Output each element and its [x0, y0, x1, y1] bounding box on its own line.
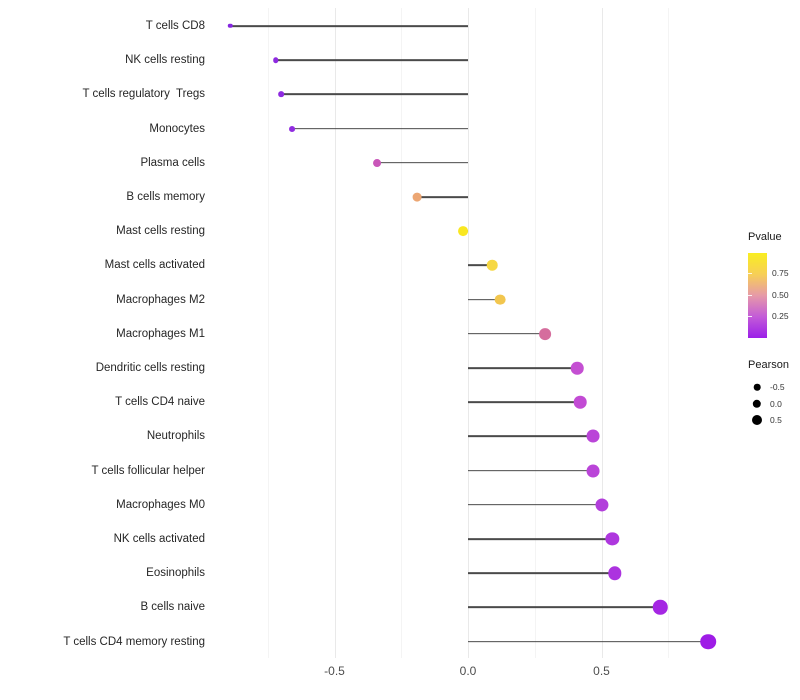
pvalue-colorbar-tick [748, 272, 752, 274]
lollipop-stem [468, 503, 602, 506]
lollipop-dot [228, 23, 233, 29]
lollipop-stem [275, 59, 468, 62]
lollipop-dot [412, 192, 422, 202]
lollipop-stem [468, 538, 613, 540]
category-label: T cells regulatory Tregs [82, 88, 205, 101]
lollipop-stem [377, 161, 468, 164]
pearson-size-label: 0.0 [770, 398, 782, 409]
category-label: Macrophages M0 [116, 498, 205, 511]
category-label: T cells follicular helper [91, 464, 205, 477]
lollipop-stem [468, 401, 581, 404]
lollipop-stem [468, 606, 661, 609]
gridline-minor [267, 8, 269, 658]
lollipop-dot [587, 464, 600, 478]
lollipop-dot [605, 532, 619, 546]
pearson-size-dot [753, 383, 761, 391]
lollipop-stem [417, 196, 468, 198]
pearson-size-label: 0.5 [770, 415, 782, 426]
lollipop-stem [230, 25, 468, 27]
category-label: B cells memory [126, 191, 205, 203]
pvalue-legend-title: Pvalue [748, 231, 782, 243]
category-label: Plasma cells [140, 156, 205, 169]
lollipop-dot [288, 125, 295, 132]
lollipop-stem [468, 332, 546, 335]
category-label: T cells CD8 [145, 20, 205, 32]
category-label: Macrophages M1 [116, 327, 205, 340]
x-axis-tick-label: -0.5 [324, 664, 345, 678]
lollipop-dot [608, 566, 622, 580]
lollipop-dot [373, 158, 382, 167]
category-label: Monocytes [149, 122, 205, 135]
category-label: T cells CD4 naive [115, 396, 205, 409]
lollipop-dot [486, 260, 498, 271]
pvalue-tick-label: 0.75 [772, 267, 789, 278]
lollipop-stem [468, 367, 578, 369]
lollipop-dot [571, 361, 584, 375]
category-label: Macrophages M2 [116, 293, 205, 306]
category-label: NK cells activated [113, 533, 205, 545]
pvalue-colorbar [748, 253, 767, 338]
category-label: T cells CD4 memory resting [63, 635, 205, 648]
category-label: Mast cells activated [104, 259, 205, 272]
category-label: Mast cells resting [116, 225, 205, 238]
pvalue-tick-label: 0.50 [772, 289, 789, 300]
lollipop-dot [587, 429, 600, 443]
pearson-size-dot [752, 399, 762, 408]
pvalue-colorbar-tick [748, 294, 752, 296]
lollipop-stem [468, 640, 709, 643]
category-label: Eosinophils [146, 567, 205, 580]
pearson-size-dot [752, 415, 762, 426]
pearson-size-label: -0.5 [770, 382, 785, 392]
x-axis-tick-label: 0.5 [593, 664, 610, 678]
category-label: B cells naive [140, 601, 205, 614]
x-axis-tick-label: 0.0 [459, 664, 477, 678]
lollipop-dot [653, 600, 668, 615]
gridline-minor [668, 8, 670, 658]
gridline-major [334, 8, 336, 658]
lollipop-stem [468, 469, 594, 472]
lollipop-stem [468, 572, 615, 575]
category-label: Neutrophils [146, 430, 205, 443]
pvalue-tick-label: 0.25 [772, 310, 789, 321]
lollipop-stem [468, 298, 501, 301]
lollipop-dot [700, 633, 717, 650]
lollipop-dot [457, 226, 468, 237]
lollipop-stem [468, 264, 493, 267]
lollipop-dot [494, 294, 506, 305]
lollipop-dot [594, 498, 609, 512]
lollipop-stem [468, 435, 594, 438]
lollipop-dot [539, 327, 552, 340]
lollipop-stem [291, 127, 468, 130]
pearson-legend-title: Pearson [748, 359, 789, 371]
gridline-major [601, 8, 603, 658]
lollipop-stem [281, 93, 468, 96]
category-label: Dendritic cells resting [95, 362, 205, 374]
pvalue-colorbar-tick [748, 315, 752, 317]
lollipop-dot [573, 395, 587, 409]
lollipop-dot [278, 91, 284, 98]
lollipop-dot [272, 57, 279, 63]
gridline-minor [401, 8, 403, 658]
category-label: NK cells resting [125, 54, 205, 67]
